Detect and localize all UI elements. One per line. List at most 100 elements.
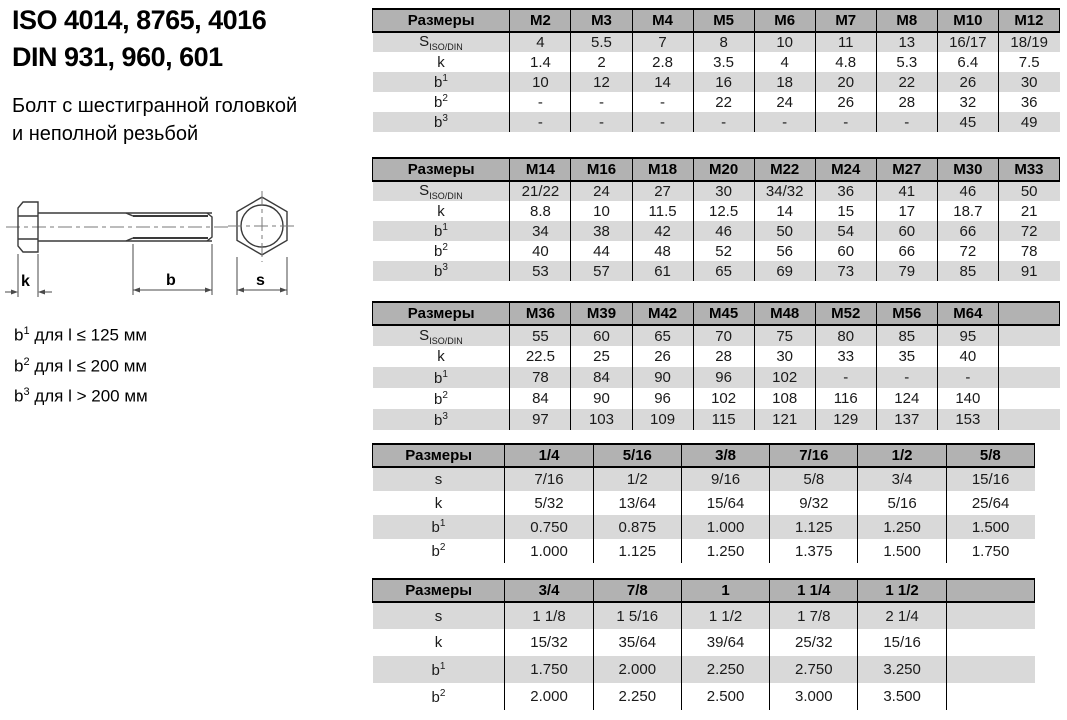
- value-cell: 26: [936, 72, 999, 92]
- value-cell: 24: [570, 181, 633, 201]
- row-label: k: [437, 348, 445, 365]
- value-cell: 30: [692, 181, 755, 201]
- value-cell: 8: [692, 32, 755, 52]
- value-cell: 65: [692, 261, 755, 281]
- bolt-end-view: s: [228, 191, 296, 295]
- value-cell: 10: [753, 32, 816, 52]
- value-cell: 7/16: [504, 467, 594, 491]
- table-row: b3- - - - - - -45 49: [372, 112, 1060, 132]
- value-cell: 13/64: [592, 491, 682, 515]
- value-cell: 15/16: [857, 629, 947, 656]
- value-cell: 69: [753, 261, 816, 281]
- value-cell: 1.4: [509, 52, 571, 72]
- row-label: b1: [372, 656, 505, 683]
- size-header-label: Размеры: [371, 157, 510, 182]
- value-cell: 5.5: [570, 32, 633, 52]
- row-label: k: [434, 494, 443, 512]
- size-column-header: M4: [631, 8, 694, 33]
- value-cell: -: [570, 92, 633, 112]
- size-column-header: M52: [814, 301, 877, 326]
- table-row: b2 40 44 48 52 56 60 66 72 78: [373, 241, 1060, 261]
- value-cell: 2.000: [592, 656, 682, 683]
- dim-label-s: s: [256, 272, 265, 289]
- value-cell: 13: [875, 32, 938, 52]
- table-row: b3 97 103 109 115 121 129 137 153: [372, 409, 1060, 430]
- s-arrow-left: [237, 287, 244, 293]
- row-label: b2: [433, 93, 448, 111]
- value-cell: 115: [692, 409, 755, 430]
- dim-table-inch-34-112: Размеры 3/4 7/8 1 1 1/4 1 1/2 s 1 1/8 1 5/16 1 1/…: [371, 578, 1036, 710]
- size-header-label: Размеры: [371, 578, 505, 603]
- value-cell: 42: [631, 221, 694, 241]
- size-column-header: M7: [814, 8, 877, 33]
- value-cell: 27: [631, 181, 694, 201]
- value-cell: 1.500: [945, 515, 1035, 539]
- value-cell: 121: [753, 409, 816, 430]
- value-cell: 17: [875, 201, 938, 221]
- value-cell: 9/16: [680, 467, 770, 491]
- table-row: SISO/DIN 4 5.5 7 8 10 11 13 16/17 18/19: [372, 32, 1060, 52]
- row-label: b1: [372, 221, 510, 241]
- value-cell: 26: [814, 92, 877, 112]
- table-row: k 22.5 25 26 28 30 33 35 40: [373, 346, 1060, 367]
- empty-cell: [997, 346, 1060, 367]
- size-column-header: 1/2: [857, 443, 947, 468]
- b-arrow-right: [205, 287, 212, 293]
- row-label: b3: [372, 112, 510, 132]
- empty-cell: [997, 367, 1060, 388]
- table-row: b1 10 12 14 16 18 20 22 26 30: [372, 72, 1060, 92]
- value-cell: -: [509, 92, 571, 112]
- thread-runout-bottom: [125, 237, 134, 242]
- k-arrow-right: [38, 289, 45, 295]
- row-label: b2: [431, 542, 446, 560]
- value-cell: 1.125: [592, 539, 682, 563]
- size-column-header: 3/8: [680, 443, 770, 468]
- value-cell: 4: [509, 32, 571, 52]
- value-cell: 1 5/16: [592, 602, 682, 629]
- value-cell: 2.250: [680, 656, 770, 683]
- value-cell: -: [875, 367, 938, 388]
- value-cell: 28: [875, 92, 938, 112]
- value-cell: 25/32: [769, 629, 858, 656]
- value-cell: 1 7/8: [769, 602, 858, 629]
- value-cell: 1.375: [769, 539, 858, 563]
- value-cell: 78: [509, 367, 571, 388]
- value-cell: 3/4: [857, 467, 947, 491]
- value-cell: 9/32: [769, 491, 858, 515]
- value-cell: 2.8: [631, 52, 694, 72]
- row-label: k: [437, 202, 445, 220]
- table-row: b3 53 57 61 65 69 73 79 85 91: [372, 261, 1060, 281]
- value-cell: 70: [692, 325, 755, 346]
- title-iso-line: ISO 4014, 8765, 4016: [12, 5, 267, 35]
- table-row: k 8.8 10 11.5 12.5 14 15 17 18.7 21: [373, 201, 1060, 221]
- dim-label-k: k: [21, 273, 30, 290]
- value-cell: 5/8: [769, 467, 858, 491]
- size-column-header: M64: [936, 301, 999, 326]
- value-cell: 54: [814, 221, 877, 241]
- table-row: k 5/32 13/64 15/64 9/32 5/16 25/64: [373, 491, 1035, 515]
- value-cell: 22: [875, 72, 938, 92]
- value-cell: 18.7: [936, 201, 999, 221]
- value-cell: 75: [753, 325, 816, 346]
- value-cell: 30: [753, 346, 816, 367]
- value-cell: 21/22: [509, 181, 571, 201]
- value-cell: 66: [936, 221, 999, 241]
- value-cell: 8.8: [509, 201, 571, 221]
- size-header-label: Размеры: [371, 301, 510, 326]
- value-cell: 1.750: [504, 656, 594, 683]
- footnote-b3: b3 для l > 200 мм: [14, 386, 148, 406]
- size-header-label: Размеры: [371, 8, 510, 33]
- value-cell: 5/32: [504, 491, 594, 515]
- value-cell: 0.750: [504, 515, 594, 539]
- size-column-header: M16: [570, 157, 633, 182]
- table-row: b1 0.750 0.875 1.000 1.125 1.250 1.500: [372, 515, 1035, 539]
- value-cell: 25/64: [945, 491, 1035, 515]
- empty-cell: [945, 629, 1035, 656]
- value-cell: 80: [814, 325, 877, 346]
- value-cell: 4.8: [814, 52, 877, 72]
- value-cell: 46: [692, 221, 755, 241]
- s-arrow-right: [280, 287, 287, 293]
- value-cell: 14: [631, 72, 694, 92]
- row-label: s: [372, 602, 505, 629]
